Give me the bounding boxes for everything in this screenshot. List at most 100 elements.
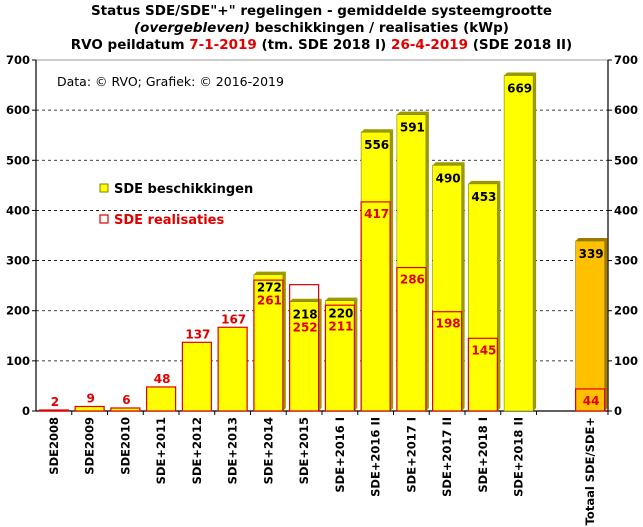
bar-beschikking <box>575 240 605 412</box>
bar-beschikking-top <box>253 271 286 275</box>
label-realisatie: 286 <box>400 273 425 287</box>
bar-beschikking <box>396 114 427 412</box>
bar-beschikking-top <box>396 111 429 115</box>
label-realisatie: 2 <box>51 395 59 409</box>
x-category-label: SDE+2017 II <box>440 417 454 497</box>
title-date1: 7-1-2019 <box>189 37 257 53</box>
label-beschikking: 218 <box>293 308 318 322</box>
title-line3-c: (SDE 2018 II) <box>468 37 573 53</box>
label-realisatie: 48 <box>154 372 171 386</box>
y-tick-label-left: 100 <box>6 354 30 368</box>
y-tick-label-left: 300 <box>6 254 30 268</box>
title-line3-a: RVO peildatum <box>70 37 190 53</box>
bar-beschikking-side <box>604 238 608 411</box>
x-category-label: SDE+2016 I <box>333 417 347 493</box>
x-category-label: SDE+2016 II <box>369 417 383 497</box>
label-beschikking: 453 <box>471 190 496 204</box>
bar-realisatie <box>360 201 391 412</box>
label-beschikking: 220 <box>328 307 353 321</box>
bar-beschikking-top <box>289 298 322 302</box>
title-line1-text: Status SDE/SDE"+" regelingen - gemiddeld… <box>90 3 553 19</box>
y-tick-label-right: 600 <box>614 103 638 117</box>
bar-realisatie <box>467 337 498 412</box>
bar-beschikking-top <box>504 72 537 76</box>
bar-beschikking-side <box>497 180 501 411</box>
label-beschikking: 339 <box>579 247 604 261</box>
bar-realisatie <box>181 341 212 412</box>
legend-label-beschikkingen: SDE beschikkingen <box>114 182 253 197</box>
title-line2-italic: (overgebleven) <box>134 20 251 36</box>
label-realisatie: 417 <box>364 207 389 221</box>
bar-beschikking-side <box>390 129 394 411</box>
title-line3-b: (tm. SDE 2018 I) <box>256 37 392 53</box>
label-realisatie: 211 <box>328 320 353 334</box>
x-category-label: SDE+2011 <box>154 417 168 484</box>
label-beschikking: 272 <box>257 281 282 295</box>
y-tick-label-right: 200 <box>614 304 638 318</box>
x-category-label: SDE+2014 <box>261 417 275 484</box>
x-category-label: SDE+2012 <box>190 417 204 484</box>
x-category-label: SDE2008 <box>47 417 61 475</box>
x-category-label: SDE+2015 <box>297 417 311 484</box>
title-line2-rest: beschikkingen / realisaties (kWp) <box>250 20 509 36</box>
bar-beschikking <box>503 75 534 412</box>
label-realisatie: 261 <box>257 294 282 308</box>
bar-beschikking-top <box>361 129 394 133</box>
bar-beschikking-top <box>432 162 465 166</box>
bar-beschikking-top <box>575 238 608 242</box>
bar-realisatie <box>110 407 141 412</box>
label-realisatie: 145 <box>471 343 496 357</box>
x-category-label: SDE+2018 II <box>512 417 526 497</box>
chart-title-line2: (overgebleven) beschikkingen / realisati… <box>0 20 643 36</box>
bar-realisatie <box>289 284 320 412</box>
label-realisatie: 252 <box>293 321 318 335</box>
y-tick-label-right: 300 <box>614 254 638 268</box>
y-tick-label-left: 200 <box>6 304 30 318</box>
chart-title-line1: Status SDE/SDE"+" regelingen - gemiddeld… <box>0 3 643 19</box>
label-beschikking: 490 <box>436 171 461 185</box>
y-tick-label-right: 0 <box>614 404 622 418</box>
y-tick-label-left: 500 <box>6 153 30 167</box>
legend-label-realisaties: SDE realisaties <box>114 213 224 228</box>
x-category-label: Totaal SDE/SDE+ <box>583 417 597 525</box>
x-category-label: SDE2010 <box>118 417 132 475</box>
bar-realisatie <box>146 386 177 412</box>
x-category-label: SDE+2017 I <box>404 417 418 493</box>
bar-beschikking <box>432 165 462 412</box>
bar-realisatie <box>324 304 355 412</box>
y-tick-label-left: 600 <box>6 103 30 117</box>
label-beschikking: 556 <box>364 138 389 152</box>
x-category-label: SDE+2018 I <box>476 417 490 493</box>
title-date2: 26-4-2019 <box>391 37 469 53</box>
y-tick-label-right: 500 <box>614 153 638 167</box>
y-tick-label-right: 400 <box>614 203 638 217</box>
y-tick-label-left: 400 <box>6 203 30 217</box>
bar-beschikking <box>289 301 319 412</box>
bar-beschikking-side <box>354 297 358 411</box>
label-realisatie: 137 <box>185 327 210 341</box>
legend-swatch-realisaties <box>99 214 109 224</box>
label-realisatie: 167 <box>221 312 246 326</box>
bar-beschikking-top <box>468 180 501 184</box>
label-realisatie: 198 <box>436 317 461 331</box>
bar-beschikking-side <box>461 162 465 411</box>
label-beschikking: 591 <box>400 121 425 135</box>
label-realisatie: 6 <box>122 393 130 407</box>
bar-beschikking-side <box>318 298 322 411</box>
bar-realisatie <box>38 409 69 412</box>
bar-beschikking-side <box>425 111 429 412</box>
y-tick-label-right: 700 <box>614 53 638 67</box>
bar-beschikking-top <box>325 297 358 301</box>
legend-swatch-beschikkingen <box>99 183 109 193</box>
bar-realisatie <box>217 326 248 412</box>
bar-realisatie <box>432 311 463 412</box>
bar-realisatie <box>253 279 284 412</box>
source-note: Data: © RVO; Grafiek: © 2016-2019 <box>57 74 284 89</box>
label-realisatie: 44 <box>583 394 600 408</box>
chart-title-line3: RVO peildatum 7-1-2019 (tm. SDE 2018 I) … <box>0 37 643 53</box>
x-category-label: SDE+2013 <box>226 417 240 484</box>
bar-beschikking-side <box>282 271 286 411</box>
label-realisatie: 9 <box>86 391 94 405</box>
bar-realisatie <box>575 388 606 412</box>
